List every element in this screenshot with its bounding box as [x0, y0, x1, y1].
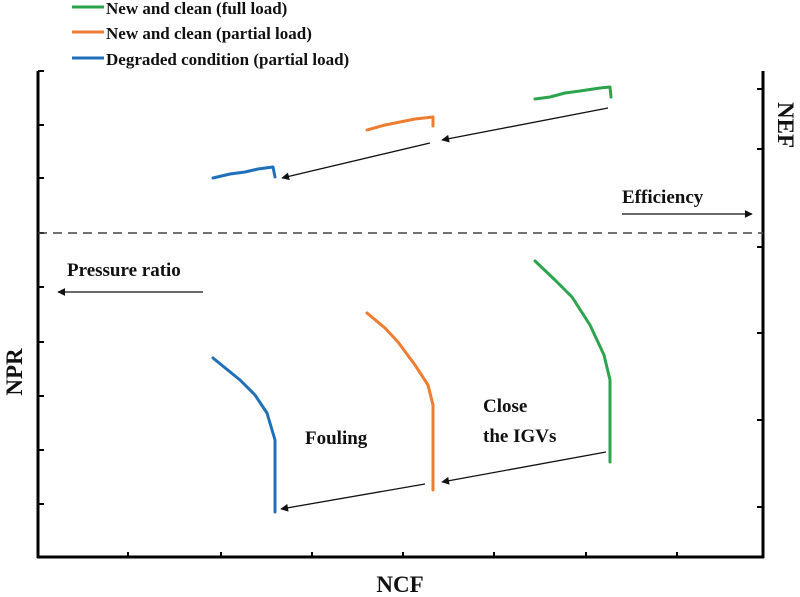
arrow-icon — [281, 142, 431, 181]
fouling-label: Fouling — [305, 428, 368, 449]
legend-label: New and clean (partial load) — [106, 24, 312, 43]
y-axis-left-title: NPR — [2, 348, 27, 396]
arrow-icon — [280, 483, 426, 512]
legend-item-degraded: Degraded condition (partial load) — [72, 50, 349, 69]
efficiency-label: Efficiency — [622, 187, 704, 208]
y-axis-right-title: NEF — [773, 102, 798, 148]
nef-curves — [211, 85, 613, 180]
x-axis-title: NCF — [376, 572, 423, 597]
right-ticks — [757, 88, 763, 508]
npr-curve-degraded — [211, 356, 277, 514]
x-ticks — [127, 552, 678, 557]
pressure-ratio-label: Pressure ratio — [67, 260, 181, 281]
legend: New and clean (full load) New and clean … — [72, 0, 349, 69]
legend-item-full-load: New and clean (full load) — [72, 0, 287, 18]
npr-curve-full-load — [533, 259, 612, 464]
legend-item-partial-load: New and clean (partial load) — [72, 24, 312, 43]
arrow-icon — [441, 451, 607, 485]
arrow-icon — [441, 107, 609, 143]
close-igv-label-line1: Close — [483, 396, 527, 417]
transition-arrows — [280, 107, 609, 512]
nef-curve-full-load — [533, 85, 613, 101]
npr-curve-partial-load — [365, 311, 435, 492]
close-igv-label-line2: the IGVs — [483, 426, 556, 447]
nef-curve-partial-load — [365, 115, 435, 132]
legend-label: Degraded condition (partial load) — [106, 50, 349, 69]
npr-curves — [211, 259, 612, 514]
plot-frame — [36, 70, 765, 559]
nef-curve-degraded — [211, 165, 277, 180]
legend-label: New and clean (full load) — [106, 0, 287, 18]
